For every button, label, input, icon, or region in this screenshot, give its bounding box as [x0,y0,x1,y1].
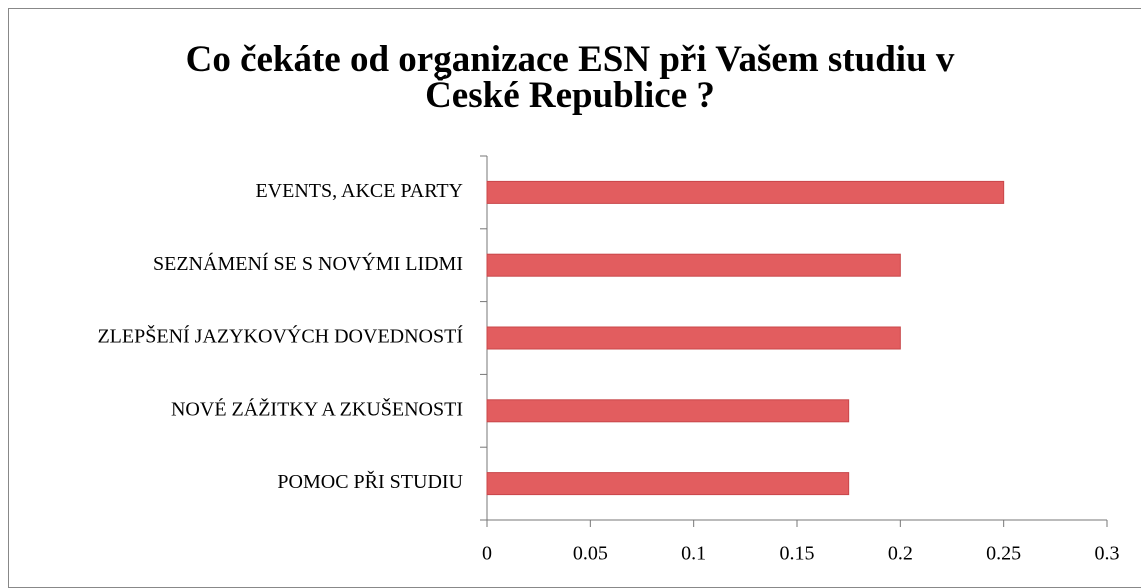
x-tick-label: 0.3 [1095,543,1120,565]
x-tick-label: 0 [482,543,492,565]
x-tick-label: 0.05 [573,543,608,565]
bar [486,399,850,423]
x-tick-label: 0.1 [681,543,706,565]
bar [486,253,901,277]
y-tick-label: POMOC PŘI STUDIU [277,470,463,493]
y-tick-label: SEZNÁMENÍ SE S NOVÝMI LIDMI [153,252,463,275]
bar [486,472,850,496]
bar [486,180,1005,204]
x-tick-label: 0.15 [780,543,815,565]
x-tick-label: 0.2 [888,543,913,565]
chart-title: Co čekáte od organizace ESN při Vašem st… [185,39,955,116]
y-tick-label: ZLEPŠENÍ JAZYKOVÝCH DOVEDNOSTÍ [97,324,463,348]
y-tick-label: NOVÉ ZÁŽITKY A ZKUŠENOSTI [171,396,463,420]
bar [486,326,901,350]
x-tick-label: 0.25 [986,543,1021,565]
y-tick-label: EVENTS, AKCE PARTY [255,180,463,202]
